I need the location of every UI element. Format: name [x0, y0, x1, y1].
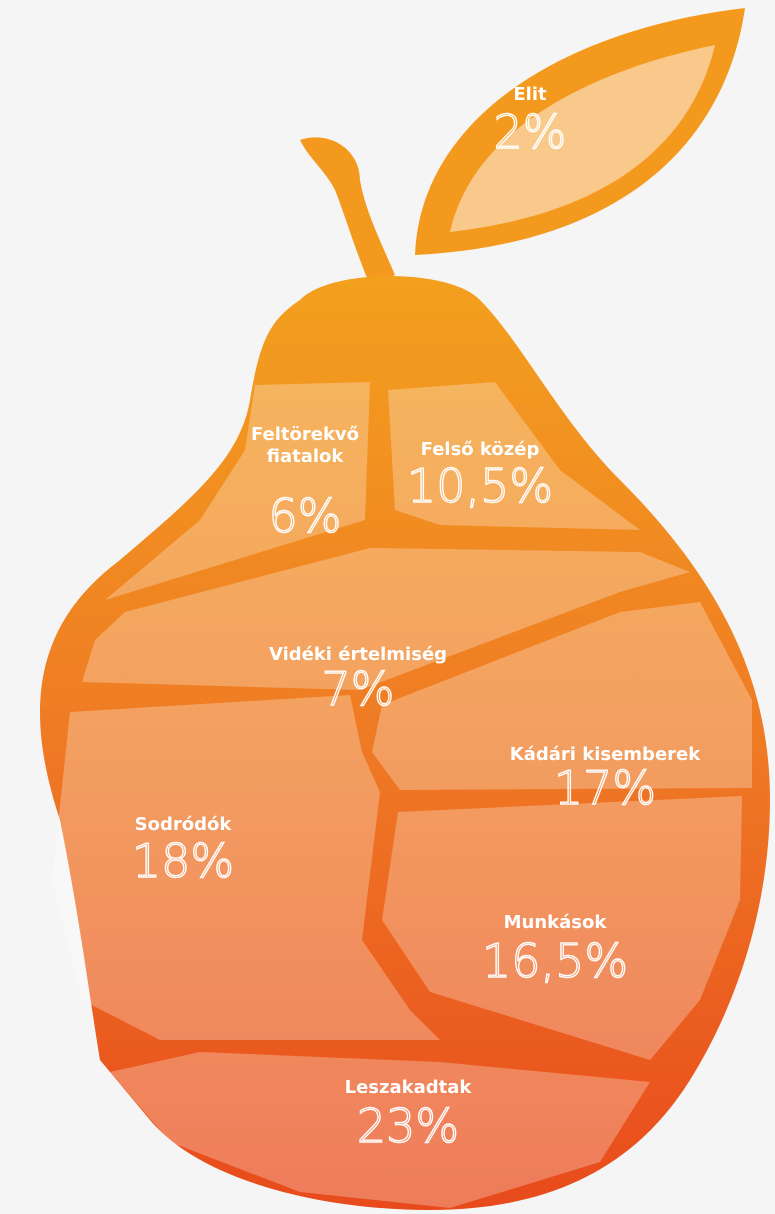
segment-sodrodok: [52, 695, 440, 1040]
segment-name: Sodródók: [135, 814, 233, 835]
segment-name: Feltörekvő: [251, 424, 359, 445]
segment-videki: [82, 548, 690, 690]
segment-share: 10,5%: [407, 459, 553, 513]
segment-name: Felső közép: [421, 439, 540, 460]
segment-name: fiatalok: [267, 446, 345, 467]
segment-name: Munkások: [504, 912, 608, 933]
segment-name: Leszakadtak: [345, 1077, 473, 1098]
segment-share: 17%: [554, 761, 656, 815]
leaf-inner: [450, 45, 715, 232]
segment-share: 2%: [494, 105, 567, 159]
pear-body: [40, 276, 770, 1210]
segment-feltorekvo: [105, 382, 370, 600]
segment-name: Kádári kisemberek: [510, 744, 701, 765]
segment-name: Vidéki értelmiség: [269, 644, 447, 665]
segment-share: 7%: [322, 662, 395, 716]
segment-name: Elit: [513, 84, 547, 105]
segment-leszakadtak: [110, 1052, 650, 1208]
segment-munkasok: [382, 796, 742, 1060]
segment-share: 16,5%: [482, 934, 628, 988]
segment-share: 6%: [269, 489, 342, 543]
segment-kadari: [372, 602, 752, 790]
segment-share: 18%: [132, 834, 234, 888]
segment-share: 23%: [357, 1099, 459, 1153]
segment-felso: [388, 382, 640, 530]
stem: [300, 137, 395, 285]
